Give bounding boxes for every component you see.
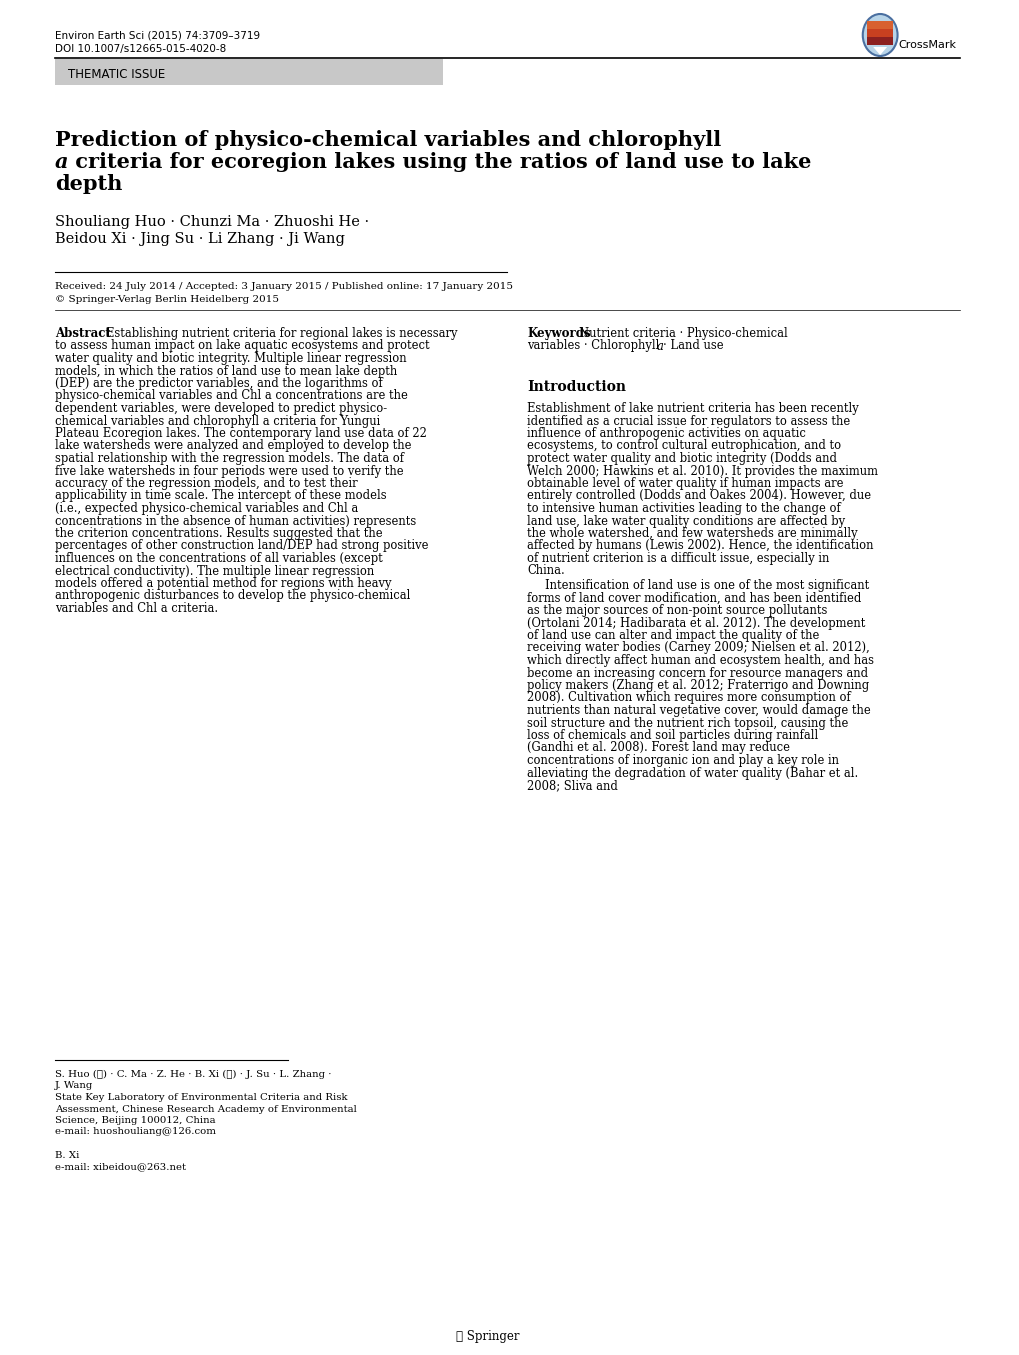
Text: of land use can alter and impact the quality of the: of land use can alter and impact the qua… xyxy=(527,629,818,642)
Text: identified as a crucial issue for regulators to assess the: identified as a crucial issue for regula… xyxy=(527,415,850,427)
Text: Establishment of lake nutrient criteria has been recently: Establishment of lake nutrient criteria … xyxy=(527,402,858,415)
Text: water quality and biotic integrity. Multiple linear regression: water quality and biotic integrity. Mult… xyxy=(55,352,406,364)
Text: obtainable level of water quality if human impacts are: obtainable level of water quality if hum… xyxy=(527,477,843,491)
Text: J. Wang: J. Wang xyxy=(55,1081,93,1091)
Text: ecosystems, to control cultural eutrophication, and to: ecosystems, to control cultural eutrophi… xyxy=(527,439,841,453)
Text: Science, Beijing 100012, China: Science, Beijing 100012, China xyxy=(55,1117,215,1125)
Text: variables · Chlorophyll · Land use: variables · Chlorophyll · Land use xyxy=(527,340,723,352)
Text: to intensive human activities leading to the change of: to intensive human activities leading to… xyxy=(527,501,840,515)
Text: forms of land cover modification, and has been identified: forms of land cover modification, and ha… xyxy=(527,592,861,604)
Text: © Springer-Verlag Berlin Heidelberg 2015: © Springer-Verlag Berlin Heidelberg 2015 xyxy=(55,295,278,304)
Text: five lake watersheds in four periods were used to verify the: five lake watersheds in four periods wer… xyxy=(55,465,403,477)
Text: concentrations in the absence of human activities) represents: concentrations in the absence of human a… xyxy=(55,515,416,527)
Text: Beidou Xi · Jing Su · Li Zhang · Ji Wang: Beidou Xi · Jing Su · Li Zhang · Ji Wang xyxy=(55,232,344,247)
Text: spatial relationship with the regression models. The data of: spatial relationship with the regression… xyxy=(55,453,404,465)
Text: Assessment, Chinese Research Academy of Environmental: Assessment, Chinese Research Academy of … xyxy=(55,1104,356,1114)
Text: Plateau Ecoregion lakes. The contemporary land use data of 22: Plateau Ecoregion lakes. The contemporar… xyxy=(55,427,426,440)
Text: State Key Laboratory of Environmental Criteria and Risk: State Key Laboratory of Environmental Cr… xyxy=(55,1093,346,1102)
Text: (DEP) are the predictor variables, and the logarithms of: (DEP) are the predictor variables, and t… xyxy=(55,377,382,390)
Text: anthropogenic disturbances to develop the physico-chemical: anthropogenic disturbances to develop th… xyxy=(55,589,410,603)
FancyBboxPatch shape xyxy=(55,60,442,85)
Text: variables and Chl a criteria.: variables and Chl a criteria. xyxy=(55,602,218,615)
Text: dependent variables, were developed to predict physico-: dependent variables, were developed to p… xyxy=(55,402,386,415)
Text: Environ Earth Sci (2015) 74:3709–3719: Environ Earth Sci (2015) 74:3709–3719 xyxy=(55,30,260,41)
Text: models, in which the ratios of land use to mean lake depth: models, in which the ratios of land use … xyxy=(55,364,396,378)
Text: influences on the concentrations of all variables (except: influences on the concentrations of all … xyxy=(55,551,382,565)
Text: DOI 10.1007/s12665-015-4020-8: DOI 10.1007/s12665-015-4020-8 xyxy=(55,43,226,54)
Text: (i.e., expected physico-chemical variables and Chl a: (i.e., expected physico-chemical variabl… xyxy=(55,501,358,515)
Text: Nutrient criteria · Physico-chemical: Nutrient criteria · Physico-chemical xyxy=(578,327,787,340)
Text: electrical conductivity). The multiple linear regression: electrical conductivity). The multiple l… xyxy=(55,565,374,577)
Text: applicability in time scale. The intercept of these models: applicability in time scale. The interce… xyxy=(55,489,386,503)
Ellipse shape xyxy=(862,14,897,56)
Text: CrossMark: CrossMark xyxy=(897,41,955,50)
Text: models offered a potential method for regions with heavy: models offered a potential method for re… xyxy=(55,577,391,589)
FancyBboxPatch shape xyxy=(866,28,893,37)
Text: Keywords: Keywords xyxy=(527,327,590,340)
Text: soil structure and the nutrient rich topsoil, causing the: soil structure and the nutrient rich top… xyxy=(527,717,848,729)
Text: Abstract: Abstract xyxy=(55,327,110,340)
Text: loss of chemicals and soil particles during rainfall: loss of chemicals and soil particles dur… xyxy=(527,729,817,743)
Text: become an increasing concern for resource managers and: become an increasing concern for resourc… xyxy=(527,667,867,679)
Text: lake watersheds were analyzed and employed to develop the: lake watersheds were analyzed and employ… xyxy=(55,439,411,453)
Text: Welch 2000; Hawkins et al. 2010). It provides the maximum: Welch 2000; Hawkins et al. 2010). It pro… xyxy=(527,465,877,477)
Text: a: a xyxy=(656,340,662,352)
Text: a: a xyxy=(55,152,68,172)
Text: concentrations of inorganic ion and play a key role in: concentrations of inorganic ion and play… xyxy=(527,753,839,767)
Text: S. Huo (✉) · C. Ma · Z. He · B. Xi (✉) · J. Su · L. Zhang ·: S. Huo (✉) · C. Ma · Z. He · B. Xi (✉) ·… xyxy=(55,1070,331,1079)
Polygon shape xyxy=(872,47,887,56)
Text: e-mail: huoshouliang@126.com: e-mail: huoshouliang@126.com xyxy=(55,1127,215,1137)
Text: criteria for ecoregion lakes using the ratios of land use to lake: criteria for ecoregion lakes using the r… xyxy=(67,152,810,172)
Text: Intensification of land use is one of the most significant: Intensification of land use is one of th… xyxy=(544,579,868,592)
Text: ④ Springer: ④ Springer xyxy=(455,1331,519,1343)
Text: entirely controlled (Dodds and Oakes 2004). However, due: entirely controlled (Dodds and Oakes 200… xyxy=(527,489,870,503)
Text: Establishing nutrient criteria for regional lakes is necessary: Establishing nutrient criteria for regio… xyxy=(106,327,458,340)
Text: as the major sources of non-point source pollutants: as the major sources of non-point source… xyxy=(527,604,826,617)
Text: which directly affect human and ecosystem health, and has: which directly affect human and ecosyste… xyxy=(527,654,873,667)
Text: Prediction of physico-chemical variables and chlorophyll: Prediction of physico-chemical variables… xyxy=(55,130,720,150)
Text: Introduction: Introduction xyxy=(527,379,626,394)
Text: of nutrient criterion is a difficult issue, especially in: of nutrient criterion is a difficult iss… xyxy=(527,551,828,565)
Text: alleviating the degradation of water quality (Bahar et al.: alleviating the degradation of water qua… xyxy=(527,767,858,779)
Text: land use, lake water quality conditions are affected by: land use, lake water quality conditions … xyxy=(527,515,845,527)
Text: 2008; Sliva and: 2008; Sliva and xyxy=(527,779,618,793)
FancyBboxPatch shape xyxy=(866,37,893,45)
Text: the criterion concentrations. Results suggested that the: the criterion concentrations. Results su… xyxy=(55,527,382,541)
Text: Shouliang Huo · Chunzi Ma · Zhuoshi He ·: Shouliang Huo · Chunzi Ma · Zhuoshi He · xyxy=(55,215,369,229)
Text: nutrients than natural vegetative cover, would damage the: nutrients than natural vegetative cover,… xyxy=(527,705,870,717)
Text: physico-chemical variables and Chl a concentrations are the: physico-chemical variables and Chl a con… xyxy=(55,389,408,402)
Text: affected by humans (Lewis 2002). Hence, the identification: affected by humans (Lewis 2002). Hence, … xyxy=(527,539,872,553)
Text: accuracy of the regression models, and to test their: accuracy of the regression models, and t… xyxy=(55,477,357,491)
Text: Received: 24 July 2014 / Accepted: 3 January 2015 / Published online: 17 January: Received: 24 July 2014 / Accepted: 3 Jan… xyxy=(55,282,513,291)
Text: policy makers (Zhang et al. 2012; Fraterrigo and Downing: policy makers (Zhang et al. 2012; Frater… xyxy=(527,679,868,692)
Text: depth: depth xyxy=(55,173,122,194)
Text: THEMATIC ISSUE: THEMATIC ISSUE xyxy=(67,68,165,81)
Text: chemical variables and chlorophyll a criteria for Yungui: chemical variables and chlorophyll a cri… xyxy=(55,415,379,427)
Text: receiving water bodies (Carney 2009; Nielsen et al. 2012),: receiving water bodies (Carney 2009; Nie… xyxy=(527,641,869,654)
Text: protect water quality and biotic integrity (Dodds and: protect water quality and biotic integri… xyxy=(527,453,837,465)
Text: influence of anthropogenic activities on aquatic: influence of anthropogenic activities on… xyxy=(527,427,805,440)
Text: (Gandhi et al. 2008). Forest land may reduce: (Gandhi et al. 2008). Forest land may re… xyxy=(527,741,790,755)
Text: 2008). Cultivation which requires more consumption of: 2008). Cultivation which requires more c… xyxy=(527,691,850,705)
Text: percentages of other construction land/DEP had strong positive: percentages of other construction land/D… xyxy=(55,539,428,553)
Text: B. Xi: B. Xi xyxy=(55,1150,79,1160)
Text: (Ortolani 2014; Hadibarata et al. 2012). The development: (Ortolani 2014; Hadibarata et al. 2012).… xyxy=(527,617,865,630)
Text: e-mail: xibeidou@263.net: e-mail: xibeidou@263.net xyxy=(55,1163,185,1171)
Text: the whole watershed, and few watersheds are minimally: the whole watershed, and few watersheds … xyxy=(527,527,857,541)
Text: to assess human impact on lake aquatic ecosystems and protect: to assess human impact on lake aquatic e… xyxy=(55,340,429,352)
FancyBboxPatch shape xyxy=(866,20,893,28)
Text: China.: China. xyxy=(527,565,565,577)
